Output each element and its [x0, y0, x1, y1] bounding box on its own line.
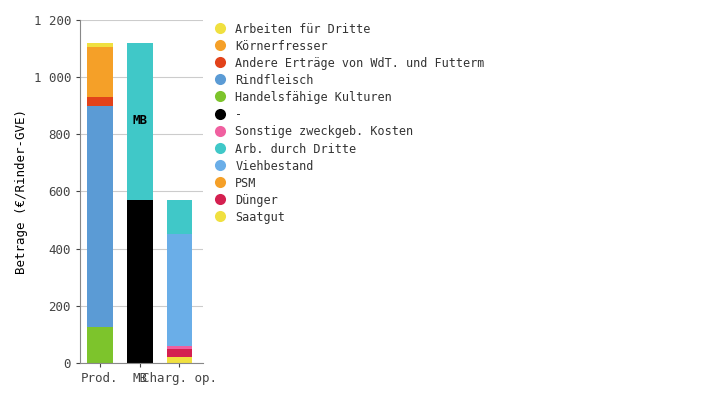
Bar [87, 106, 113, 327]
Bar [167, 234, 192, 346]
Bar [127, 43, 152, 200]
Legend: Arbeiten für Dritte, Körnerfresser, Andere Erträge von WdT. und Futterm, Rindfle: Arbeiten für Dritte, Körnerfresser, Ande… [210, 19, 488, 228]
Bar [167, 346, 192, 349]
Bar [167, 357, 192, 363]
Bar [167, 200, 192, 234]
Y-axis label: Betrage (€/Rinder-GVE): Betrage (€/Rinder-GVE) [15, 109, 28, 274]
Bar [87, 97, 113, 106]
Bar [167, 349, 192, 357]
Bar [87, 43, 113, 47]
Bar [87, 327, 113, 363]
Text: MB: MB [132, 114, 147, 126]
Bar [87, 47, 113, 97]
Bar [127, 200, 152, 363]
